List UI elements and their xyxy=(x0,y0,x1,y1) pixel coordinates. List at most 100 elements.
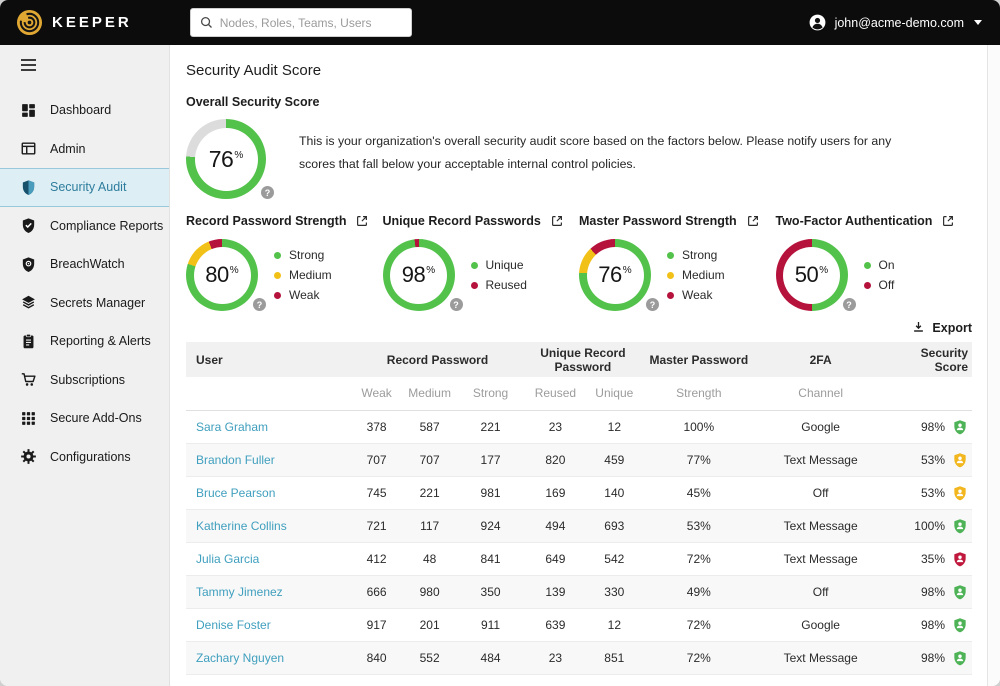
score-panel: Master Password Strength 76% ? Strong Me… xyxy=(579,214,776,311)
strong-count: 981 xyxy=(480,485,501,500)
sidebar-item-compliance-reports[interactable]: Compliance Reports xyxy=(0,207,169,246)
keeper-logo: KEEPER xyxy=(16,9,132,36)
reused-count: 139 xyxy=(545,584,566,599)
donut-legend: Strong Medium Weak xyxy=(667,242,725,308)
clipboard-icon xyxy=(20,333,37,350)
legend-label: Unique xyxy=(485,258,524,272)
legend-dot xyxy=(863,281,871,289)
user-link[interactable]: Denise Foster xyxy=(196,617,271,632)
legend-item: Strong xyxy=(667,248,725,262)
master-password-strength: 77% xyxy=(686,452,711,467)
shield-user-badge-icon xyxy=(954,485,966,500)
sidebar: Dashboard Admin Security Audit xyxy=(0,45,170,686)
global-search[interactable] xyxy=(189,8,412,37)
help-icon[interactable]: ? xyxy=(646,298,659,311)
legend-item: Medium xyxy=(667,268,725,282)
master-password-strength: 49% xyxy=(686,584,711,599)
master-password-strength: 72% xyxy=(686,650,711,665)
subcolumn-weak: Weak xyxy=(351,377,403,411)
sidebar-nav: Dashboard Admin Security Audit xyxy=(0,91,169,476)
medium-count: 552 xyxy=(419,650,440,665)
external-link-icon[interactable] xyxy=(746,214,760,228)
legend-label: Off xyxy=(878,278,895,292)
sidebar-item-label: Admin xyxy=(50,141,86,156)
table-row: Tammy Jimenez 666 980 350 139 330 49% Of… xyxy=(186,575,972,608)
chevron-down-icon xyxy=(974,20,982,25)
top-bar: KEEPER john@acme-demo.com xyxy=(0,0,1000,45)
hamburger-menu-icon[interactable] xyxy=(0,45,169,84)
table-row: Sara Graham 378 587 221 23 12 100% Googl… xyxy=(186,410,972,443)
score-panel: Two-Factor Authentication 50% ? On Off xyxy=(775,214,973,311)
external-link-icon[interactable] xyxy=(355,214,369,228)
download-icon xyxy=(914,322,924,332)
legend-label: On xyxy=(878,258,895,272)
sidebar-item-label: Secure Add-Ons xyxy=(50,411,142,426)
external-link-icon[interactable] xyxy=(941,214,955,228)
column-header-2fa: 2FA xyxy=(755,342,886,377)
sidebar-item-secrets-manager[interactable]: Secrets Manager xyxy=(0,284,169,323)
column-header-security-score: Security Score xyxy=(885,342,972,377)
account-email: john@acme-demo.com xyxy=(834,15,964,30)
sidebar-item-secure-add-ons[interactable]: Secure Add-Ons xyxy=(0,399,169,438)
sidebar-item-label: Compliance Reports xyxy=(50,218,164,233)
shield-user-badge-icon xyxy=(954,617,966,632)
legend-item: Off xyxy=(863,278,895,292)
subcolumn-channel: Channel xyxy=(755,377,886,411)
weak-count: 917 xyxy=(366,617,387,632)
page-title: Security Audit Score xyxy=(186,62,322,79)
help-icon[interactable]: ? xyxy=(261,186,274,199)
help-icon[interactable]: ? xyxy=(449,298,463,311)
user-link[interactable]: Brandon Fuller xyxy=(196,452,275,467)
unique-count: 140 xyxy=(604,485,625,500)
export-label: Export xyxy=(932,320,972,335)
score-donut: 80% ? xyxy=(186,239,266,311)
unique-count: 12 xyxy=(607,617,621,632)
search-input[interactable] xyxy=(219,15,403,30)
sidebar-item-label: Dashboard xyxy=(50,103,112,118)
account-menu[interactable]: john@acme-demo.com xyxy=(808,13,982,32)
breachwatch-shield-icon xyxy=(20,256,37,273)
security-score-table: User Record Password Unique Record Passw… xyxy=(186,342,972,675)
sidebar-item-breachwatch[interactable]: BreachWatch xyxy=(0,245,169,284)
user-link[interactable]: Tammy Jimenez xyxy=(196,584,283,599)
strong-count: 911 xyxy=(480,617,501,632)
export-button[interactable]: Export xyxy=(911,320,972,335)
sidebar-item-subscriptions[interactable]: Subscriptions xyxy=(0,361,169,400)
2fa-channel: Text Message xyxy=(783,650,858,665)
external-link-icon[interactable] xyxy=(550,214,564,228)
security-score-value: 98% xyxy=(920,419,945,434)
help-icon[interactable]: ? xyxy=(253,298,266,311)
user-link[interactable]: Julia Garcia xyxy=(196,551,260,566)
reused-count: 169 xyxy=(545,485,566,500)
sidebar-item-label: Reporting & Alerts xyxy=(50,334,151,349)
layers-icon xyxy=(20,294,37,311)
help-icon[interactable]: ? xyxy=(842,298,856,311)
legend-item: On xyxy=(863,258,895,272)
donut-legend: Unique Reused xyxy=(470,252,527,298)
sidebar-item-security-audit[interactable]: Security Audit xyxy=(0,168,169,207)
sidebar-item-reporting-alerts[interactable]: Reporting & Alerts xyxy=(0,322,169,361)
security-score-value: 100% xyxy=(914,518,945,533)
scrollbar[interactable] xyxy=(987,45,1000,686)
security-score-value: 98% xyxy=(920,617,945,632)
weak-count: 840 xyxy=(366,650,387,665)
sidebar-item-dashboard[interactable]: Dashboard xyxy=(0,91,169,130)
user-link[interactable]: Katherine Collins xyxy=(196,518,287,533)
sidebar-item-configurations[interactable]: Configurations xyxy=(0,438,169,477)
user-link[interactable]: Sara Graham xyxy=(196,419,269,434)
dashboard-icon xyxy=(20,102,37,119)
user-link[interactable]: Zachary Nguyen xyxy=(196,650,285,665)
sidebar-item-label: Security Audit xyxy=(50,180,127,195)
score-donut: 76% ? xyxy=(579,239,659,311)
admin-icon xyxy=(20,140,37,157)
strong-count: 221 xyxy=(480,419,501,434)
unique-count: 12 xyxy=(607,419,621,434)
weak-count: 666 xyxy=(366,584,387,599)
2fa-channel: Off xyxy=(812,584,829,599)
legend-dot xyxy=(667,291,674,299)
reused-count: 23 xyxy=(548,419,563,434)
keeper-logo-icon xyxy=(16,9,43,36)
user-link[interactable]: Bruce Pearson xyxy=(196,485,276,500)
sidebar-item-admin[interactable]: Admin xyxy=(0,130,169,169)
